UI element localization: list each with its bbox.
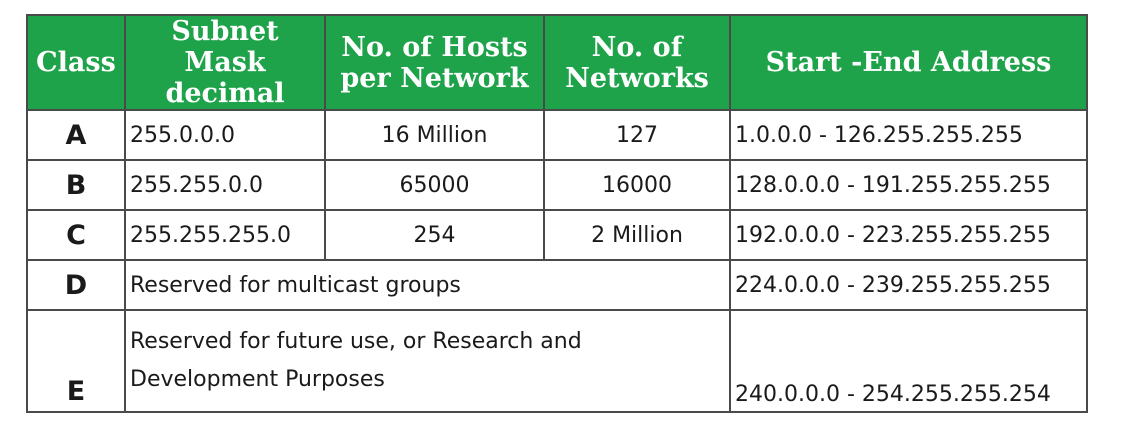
table-row: A 255.0.0.0 16 Million 127 1.0.0.0 - 126… [26, 109, 1088, 161]
header-address-range: Start -End Address [729, 14, 1088, 111]
hosts-cell: 254 [324, 209, 545, 261]
subnet-mask-cell: 255.255.0.0 [124, 159, 326, 211]
table-header-row: Class Subnet Mask decimal No. of Hosts p… [26, 14, 1088, 111]
networks-cell: 16000 [543, 159, 731, 211]
networks-cell: 127 [543, 109, 731, 161]
table-row: E Reserved for future use, or Research a… [26, 309, 1088, 413]
reserved-note-cell: Reserved for multicast groups [124, 259, 731, 311]
class-cell: B [26, 159, 126, 211]
subnet-mask-cell: 255.0.0.0 [124, 109, 326, 161]
address-range-cell: 224.0.0.0 - 239.255.255.255 [729, 259, 1088, 311]
address-range-cell: 192.0.0.0 - 223.255.255.255 [729, 209, 1088, 261]
address-range-cell: 240.0.0.0 - 254.255.255.254 [729, 309, 1088, 413]
class-cell: A [26, 109, 126, 161]
class-cell: D [26, 259, 126, 311]
header-class: Class [26, 14, 126, 111]
reserved-note-cell: Reserved for future use, or Research and… [124, 309, 731, 413]
ip-class-table: Class Subnet Mask decimal No. of Hosts p… [26, 14, 1088, 413]
networks-cell: 2 Million [543, 209, 731, 261]
subnet-mask-cell: 255.255.255.0 [124, 209, 326, 261]
hosts-cell: 16 Million [324, 109, 545, 161]
table-row: C 255.255.255.0 254 2 Million 192.0.0.0 … [26, 209, 1088, 261]
header-networks: No. of Networks [543, 14, 731, 111]
class-cell: E [26, 309, 126, 413]
header-hosts-per-network: No. of Hosts per Network [324, 14, 545, 111]
table-row: B 255.255.0.0 65000 16000 128.0.0.0 - 19… [26, 159, 1088, 211]
table-row: D Reserved for multicast groups 224.0.0.… [26, 259, 1088, 311]
address-range-cell: 128.0.0.0 - 191.255.255.255 [729, 159, 1088, 211]
address-range-cell: 1.0.0.0 - 126.255.255.255 [729, 109, 1088, 161]
class-cell: C [26, 209, 126, 261]
hosts-cell: 65000 [324, 159, 545, 211]
header-subnet-mask: Subnet Mask decimal [124, 14, 326, 111]
